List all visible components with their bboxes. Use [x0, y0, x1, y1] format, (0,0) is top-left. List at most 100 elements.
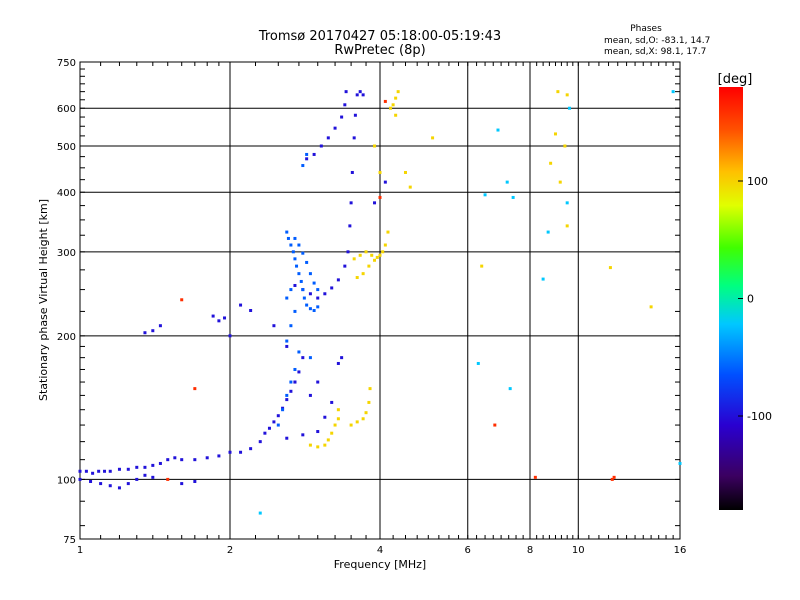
y-tick-label: 75: [63, 535, 76, 546]
data-point: [336, 408, 340, 412]
data-point: [352, 257, 356, 261]
data-point: [361, 272, 365, 276]
data-point: [308, 443, 312, 447]
data-point: [289, 380, 293, 384]
data-point: [373, 201, 377, 205]
data-point: [361, 417, 365, 421]
data-point: [295, 264, 299, 268]
series-X-red: [166, 99, 616, 481]
data-point: [289, 243, 293, 247]
data-point: [173, 456, 177, 460]
x-tick-label: 1: [77, 545, 83, 556]
data-point: [291, 250, 295, 254]
data-point: [180, 458, 184, 462]
data-point: [476, 361, 480, 365]
data-point: [297, 370, 301, 374]
data-point: [180, 482, 184, 486]
chart-title: Tromsø 20170427 05:18:00-05:19:43: [258, 29, 501, 44]
data-point: [386, 230, 390, 234]
data-point: [258, 440, 262, 444]
data-point: [565, 201, 569, 205]
x-tick-label: 2: [227, 545, 233, 556]
data-point: [323, 443, 327, 447]
data-point: [389, 106, 393, 110]
data-point: [505, 180, 509, 184]
data-point: [151, 475, 155, 479]
data-point: [308, 393, 312, 397]
data-point: [326, 136, 330, 140]
data-point: [308, 307, 312, 311]
x-tick-label: 4: [377, 545, 383, 556]
data-point: [289, 389, 293, 393]
data-point: [373, 144, 377, 148]
data-point: [358, 253, 362, 257]
data-point: [378, 170, 382, 174]
data-point: [301, 288, 305, 292]
data-point: [508, 387, 512, 391]
data-point: [211, 314, 215, 318]
data-point: [108, 469, 112, 473]
data-point: [312, 308, 316, 312]
data-point: [671, 90, 675, 94]
data-point: [308, 356, 312, 360]
data-point: [312, 152, 316, 156]
data-point: [117, 486, 121, 490]
data-point: [135, 477, 139, 481]
data-point: [319, 144, 323, 148]
data-point: [293, 283, 297, 287]
series-X: [308, 90, 653, 449]
data-point: [483, 193, 487, 197]
data-point: [312, 281, 316, 285]
data-point: [293, 367, 297, 371]
data-point: [364, 411, 368, 415]
data-point: [151, 329, 155, 333]
phases-heading: Phases: [630, 24, 662, 34]
y-tick-label: 100: [57, 475, 76, 486]
series-O: [78, 90, 387, 490]
data-point: [493, 423, 497, 427]
data-point: [180, 298, 184, 302]
minor-ticks: [80, 62, 680, 539]
data-point: [305, 260, 309, 264]
data-point: [143, 331, 147, 335]
x-tick-label: 10: [572, 545, 585, 556]
data-point: [649, 305, 653, 309]
phases-x-stats: mean, sd,X: 98.1, 17.7: [604, 47, 706, 57]
data-point: [285, 296, 289, 300]
data-point: [336, 278, 340, 282]
x-tick-labels: 1 2 4 6 8 10 16: [77, 545, 687, 556]
data-point: [316, 430, 320, 434]
plot-area: 1 2 4 6 8 10 16 75 100 200 300 400 500 600 750: [57, 58, 686, 556]
data-point: [394, 96, 398, 100]
data-point: [375, 255, 379, 259]
data-point: [330, 400, 334, 404]
data-point: [383, 99, 387, 103]
data-point: [346, 250, 350, 254]
data-point: [349, 423, 353, 427]
data-point: [302, 296, 306, 300]
data-point: [323, 415, 327, 419]
data-point: [316, 305, 320, 309]
data-point: [228, 450, 232, 454]
data-point: [301, 164, 305, 168]
y-axis-label: Stationary phase Virtual Height [km]: [37, 199, 50, 401]
data-point: [293, 257, 297, 261]
data-point: [612, 475, 616, 479]
data-point: [558, 180, 562, 184]
data-point: [367, 264, 371, 268]
data-point: [355, 93, 359, 97]
data-point: [285, 398, 289, 402]
data-point: [678, 461, 682, 465]
data-point: [166, 477, 170, 481]
data-point: [330, 431, 334, 435]
data-point: [408, 185, 412, 189]
data-point: [378, 253, 382, 257]
data-point: [205, 456, 209, 460]
data-point: [89, 479, 93, 483]
data-point: [323, 292, 327, 296]
data-point: [610, 477, 614, 481]
data-point: [431, 136, 435, 140]
data-point: [396, 90, 400, 94]
data-point: [496, 128, 500, 132]
data-point: [281, 408, 285, 412]
